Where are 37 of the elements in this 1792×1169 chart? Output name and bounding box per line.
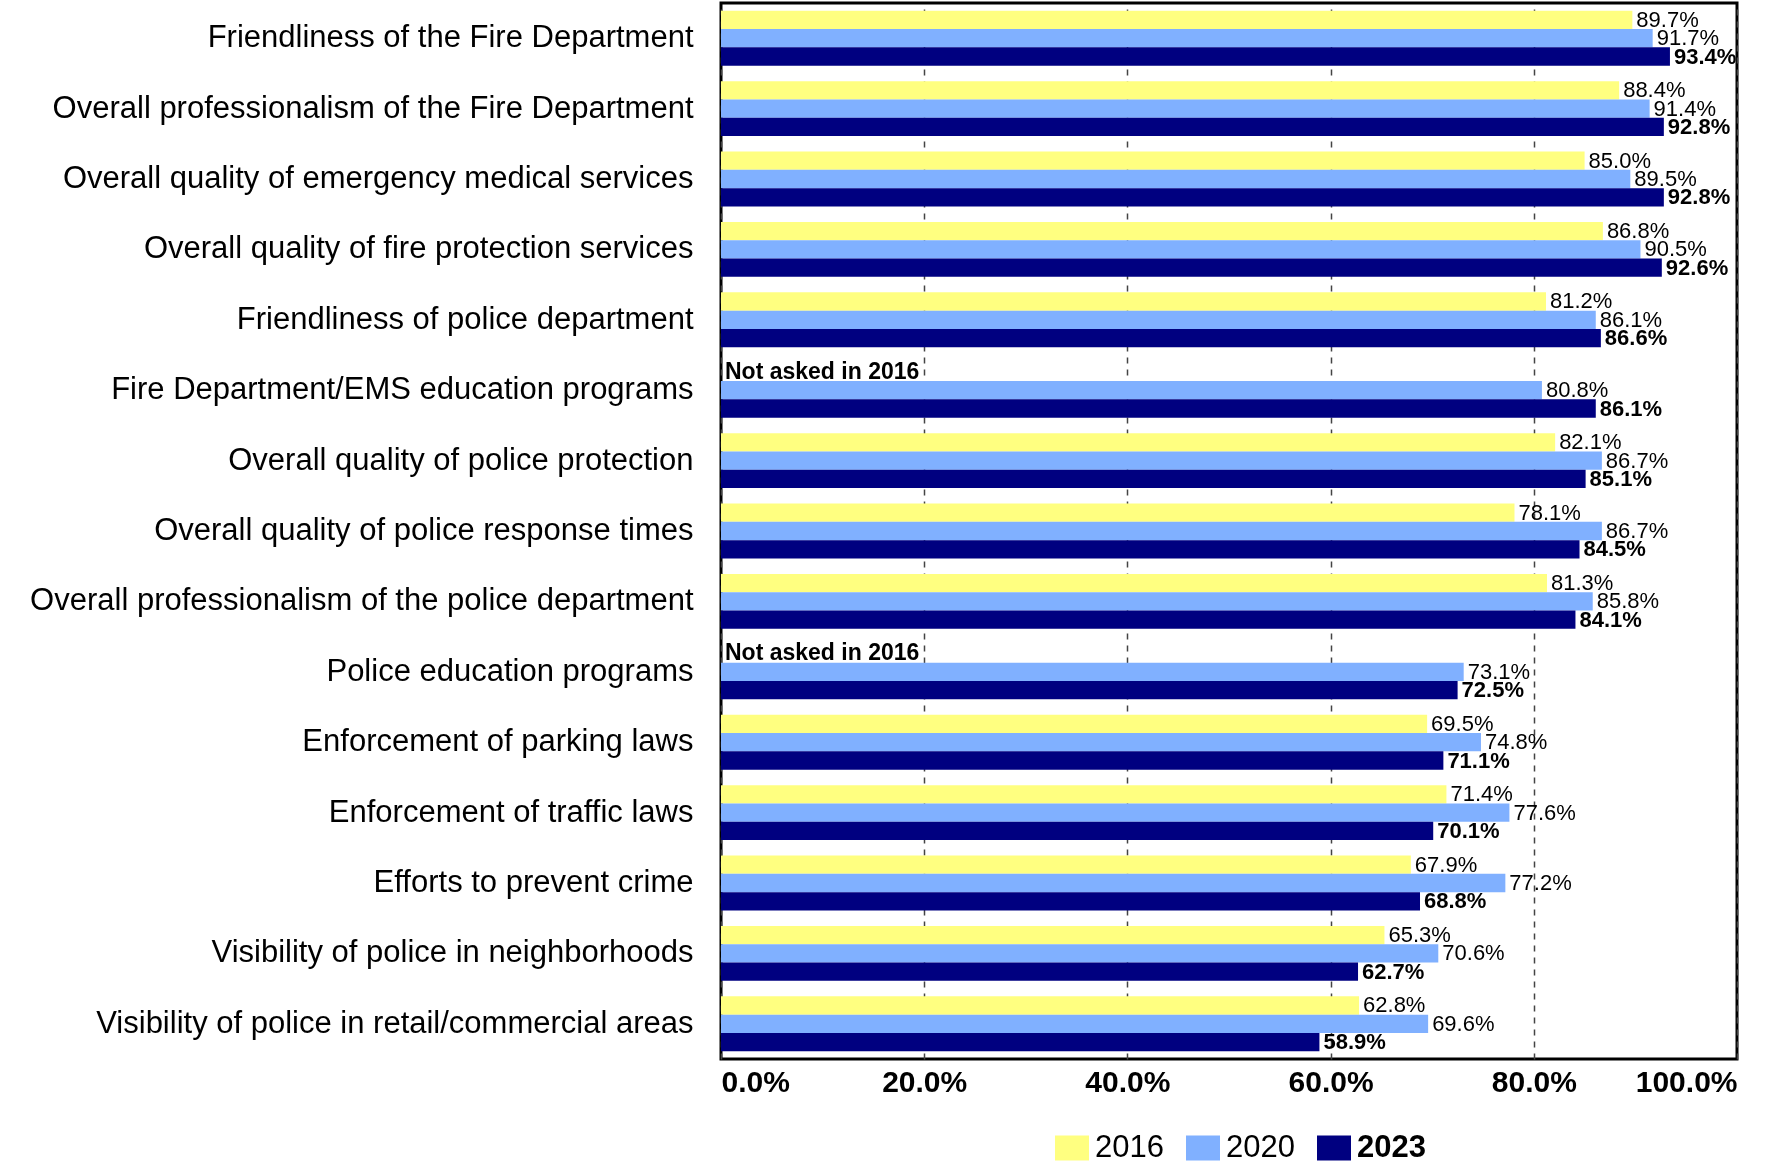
y-tick-label: Overall professionalism of the police department	[30, 582, 694, 618]
x-tick-label: 20.0%	[882, 1064, 968, 1098]
y-tick-label: Friendliness of the Fire Department	[207, 19, 694, 55]
y-tick-label: Overall quality of police response times	[154, 512, 694, 547]
y-tick-label: Overall quality of police protection	[228, 441, 694, 477]
data-label: 58.9%	[1323, 1029, 1386, 1055]
y-tick-label: Fire Department/EMS education programs	[111, 371, 694, 407]
x-tick-label: 100.0%	[1635, 1064, 1738, 1098]
legend-label: 2016	[1095, 1129, 1164, 1164]
y-tick-label: Overall quality of fire protection services	[143, 230, 694, 266]
x-tick-label: 80.0%	[1491, 1064, 1577, 1098]
y-tick-label: Friendliness of police department	[236, 300, 694, 336]
annotation: Not asked in 2016	[725, 639, 920, 666]
data-label: 68.8%	[1424, 888, 1487, 914]
y-tick-label: Overall professionalism of the Fire Department	[52, 89, 694, 125]
data-label: 77.2%	[1509, 870, 1572, 895]
x-tick-label: 60.0%	[1288, 1064, 1374, 1098]
data-label: 78.1%	[1518, 499, 1581, 525]
y-tick-label: Overall quality of emergency medical services	[62, 160, 694, 195]
data-label: 69.6%	[1432, 1010, 1495, 1036]
data-label: 62.7%	[1362, 958, 1425, 984]
y-tick-label: Police education programs	[326, 652, 694, 688]
legend-label: 2020	[1226, 1129, 1295, 1164]
data-label: 70.1%	[1437, 817, 1500, 843]
legend-label: 2023	[1357, 1129, 1426, 1164]
y-tick-label: Visibility of police in neighborhoods	[211, 934, 694, 970]
x-tick-label: 0.0%	[721, 1064, 790, 1098]
y-tick-label: Enforcement of parking laws	[302, 723, 694, 759]
data-label: 67.9%	[1414, 851, 1478, 877]
x-tick-label: 40.0%	[1085, 1064, 1171, 1098]
data-label: 77.6%	[1513, 799, 1576, 825]
data-label: 62.8%	[1363, 992, 1426, 1018]
annotation: Not asked in 2016	[725, 357, 920, 384]
y-tick-label: Efforts to prevent crime	[373, 864, 694, 899]
y-tick-label: Visibility of police in retail/commercial areas	[96, 1004, 694, 1040]
data-label: 71.4%	[1450, 781, 1513, 807]
y-tick-label: Enforcement of traffic laws	[328, 793, 694, 829]
